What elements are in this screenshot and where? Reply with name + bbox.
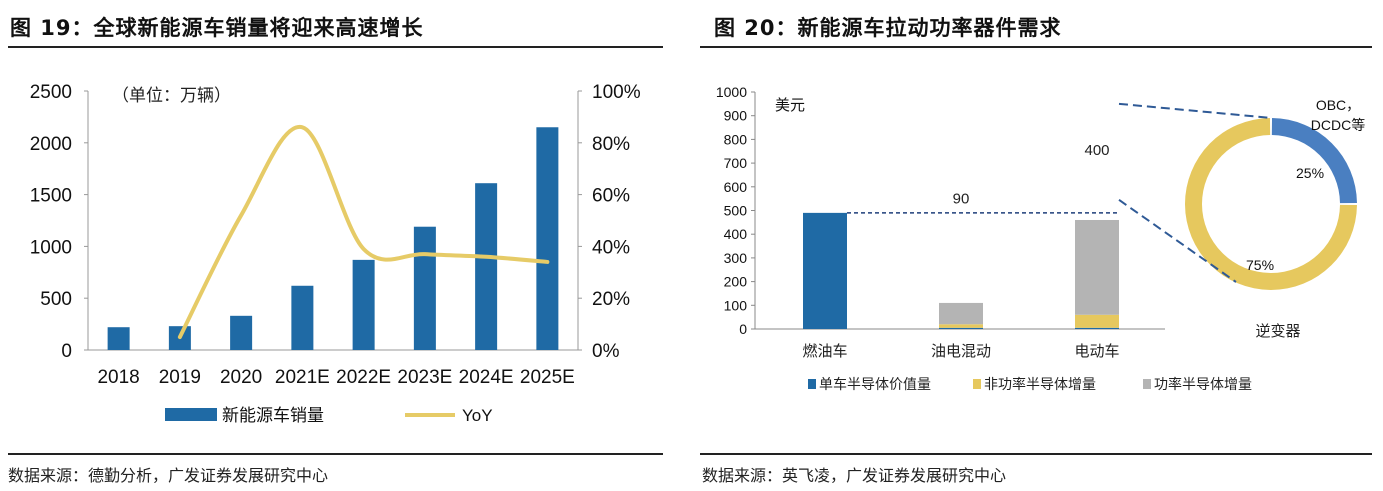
x-tick-label: 燃油车 [802, 342, 847, 360]
x-tick-label: 2025E [520, 367, 575, 388]
donut-label-25: 25% [1296, 165, 1324, 181]
unit-annotation: （单位：万辆） [112, 86, 231, 106]
donut-slice-0 [1271, 118, 1357, 204]
y-tick-label: 500 [40, 289, 72, 310]
x-tick-label: 2021E [275, 367, 330, 388]
left-source: 数据来源：德勤分析，广发证券发展研究中心 [8, 466, 329, 485]
data-label-hybrid: 90 [953, 190, 970, 207]
y-tick-label: 0 [61, 341, 72, 362]
legend-label-2: 功率半导体增量 [1154, 376, 1252, 393]
y-tick-label: 1000 [30, 237, 72, 258]
y-tick-label: 400 [724, 226, 748, 242]
left-figure-title: 图 19：全球新能源车销量将迎来高速增长 [10, 16, 424, 40]
bar-电动车-1 [1075, 314, 1119, 328]
x-tick-label: 2018 [97, 367, 139, 388]
y-tick-label: 2500 [30, 82, 72, 103]
zoom-line-top [1118, 102, 1273, 119]
y-tick-label: 0 [739, 321, 747, 337]
y-tick-label: 200 [724, 274, 748, 290]
y-tick-label: 2000 [30, 134, 72, 155]
donut-outside-label-1: OBC， [1316, 97, 1360, 113]
y-tick-label: 900 [724, 108, 748, 124]
right-figure-title: 图 20：新能源车拉动功率器件需求 [714, 16, 1062, 40]
bar-2020 [230, 315, 253, 350]
yoy-line [177, 125, 550, 340]
y2-tick-label: 80% [592, 134, 630, 155]
bar-2025E [536, 127, 559, 350]
x-tick-label: 电动车 [1074, 342, 1119, 360]
y-tick-label: 700 [724, 155, 748, 171]
y-tick-label: 800 [724, 131, 748, 147]
y-tick-label: 100 [724, 297, 748, 313]
y2-tick-label: 100% [592, 82, 641, 103]
legend-swatch-0 [808, 379, 816, 389]
y-tick-label: 600 [724, 179, 748, 195]
donut-outside-label-2: DCDC等 [1311, 117, 1365, 133]
bar-电动车-0 [1075, 327, 1119, 329]
y-tick-label: 1000 [716, 84, 747, 100]
right-title-rule [700, 46, 1372, 48]
left-title-rule [8, 46, 663, 48]
bar-油电混动-2 [939, 302, 983, 325]
y2-tick-label: 40% [592, 237, 630, 258]
y-tick-label: 1500 [30, 186, 72, 207]
data-label-ev: 400 [1084, 142, 1109, 159]
legend-label-sales: 新能源车销量 [222, 406, 324, 426]
x-tick-label: 2024E [459, 367, 514, 388]
bar-燃油车-0 [803, 212, 847, 329]
x-tick-label: 2019 [159, 367, 201, 388]
bar-油电混动-1 [939, 324, 983, 328]
legend-swatch-1 [973, 379, 981, 389]
legend-label-yoy: YoY [462, 406, 493, 425]
bar-2024E [475, 183, 498, 350]
bar-电动车-2 [1075, 219, 1119, 315]
legend-label-1: 非功率半导体增量 [984, 376, 1096, 393]
right-source: 数据来源：英飞凌，广发证券发展研究中心 [702, 466, 1007, 485]
y-tick-label: 500 [724, 203, 748, 219]
bar-2022E [352, 259, 375, 350]
legend-label-0: 单车半导体价值量 [819, 376, 931, 393]
bar-2018 [107, 327, 130, 350]
y2-tick-label: 60% [592, 186, 630, 207]
right-source-rule [700, 453, 1372, 455]
y2-tick-label: 0% [592, 341, 620, 362]
bar-油电混动-0 [939, 327, 983, 329]
x-tick-label: 2020 [220, 367, 262, 388]
x-tick-label: 油电混动 [931, 342, 991, 360]
bar-2021E [291, 285, 314, 350]
left-source-rule [8, 453, 663, 455]
bar-2023E [413, 226, 436, 350]
legend-swatch-sales [165, 408, 217, 421]
donut-label-75: 75% [1246, 257, 1274, 273]
x-tick-label: 2023E [397, 367, 452, 388]
y-unit-label: 美元 [775, 96, 805, 114]
legend-swatch-2 [1143, 379, 1151, 389]
y2-tick-label: 20% [592, 289, 630, 310]
zoom-line-bottom [1118, 199, 1237, 283]
x-tick-label: 2022E [336, 367, 391, 388]
y-tick-label: 300 [724, 250, 748, 266]
donut-title: 逆变器 [1255, 322, 1300, 340]
